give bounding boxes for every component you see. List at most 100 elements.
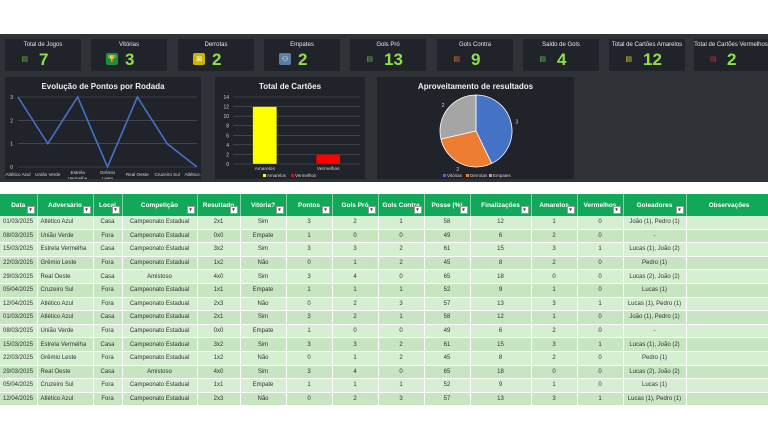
table-cell[interactable]: 3 (531, 297, 578, 312)
table-cell[interactable]: 15 (470, 337, 532, 352)
column-header[interactable]: Resultado ▾ (197, 194, 241, 216)
filter-dropdown-icon[interactable]: ▾ (367, 206, 376, 214)
table-cell[interactable]: - (623, 324, 687, 339)
table-cell[interactable]: 3 (286, 310, 333, 325)
table-cell[interactable]: 49 (424, 229, 471, 244)
table-cell[interactable]: 3 (286, 337, 333, 352)
table-cell[interactable]: Lucas (2), João (2) (623, 365, 687, 380)
table-cell[interactable]: 4x0 (197, 269, 241, 284)
table-cell[interactable]: 1x1 (197, 283, 241, 298)
table-cell[interactable]: Fora (93, 283, 123, 298)
column-header[interactable]: Gols Pró ▾ (332, 194, 379, 216)
table-cell[interactable]: 0 (577, 310, 624, 325)
table-cell[interactable]: 1 (286, 324, 333, 339)
filter-dropdown-icon[interactable]: ▾ (459, 206, 468, 214)
table-cell[interactable]: 3x2 (197, 337, 241, 352)
table-cell[interactable] (686, 324, 768, 339)
table-cell[interactable]: 2 (531, 256, 578, 271)
table-cell[interactable]: 05/04/2025 (0, 378, 38, 393)
filter-dropdown-icon[interactable]: ▾ (82, 206, 91, 214)
table-cell[interactable]: 8 (470, 351, 532, 366)
table-cell[interactable]: 0 (286, 297, 333, 312)
table-cell[interactable]: 1 (332, 351, 379, 366)
table-cell[interactable]: 0 (531, 365, 578, 380)
table-cell[interactable]: 0 (577, 324, 624, 339)
table-cell[interactable]: Casa (93, 337, 123, 352)
table-cell[interactable]: Empate (240, 283, 287, 298)
table-cell[interactable]: 1 (577, 297, 624, 312)
table-cell[interactable]: Fora (93, 297, 123, 312)
table-cell[interactable]: Sim (240, 242, 287, 257)
table-cell[interactable]: 0 (577, 365, 624, 380)
filter-dropdown-icon[interactable]: ▾ (186, 206, 195, 214)
table-cell[interactable]: Campeonato Estadual (122, 256, 198, 271)
table-cell[interactable]: Casa (93, 365, 123, 380)
table-cell[interactable]: 3 (332, 242, 379, 257)
table-cell[interactable]: 2 (332, 216, 379, 230)
table-cell[interactable]: 3 (286, 216, 333, 230)
table-cell[interactable]: 1x1 (197, 378, 241, 393)
table-cell[interactable]: 45 (424, 256, 471, 271)
table-cell[interactable]: 1 (378, 283, 425, 298)
table-cell[interactable]: 0 (577, 269, 624, 284)
table-cell[interactable]: Lucas (1), João (2) (623, 242, 687, 257)
table-cell[interactable]: 49 (424, 324, 471, 339)
table-cell[interactable]: Empate (240, 378, 287, 393)
table-cell[interactable]: Campeonato Estadual (122, 242, 198, 257)
table-cell[interactable]: 0 (577, 283, 624, 298)
table-cell[interactable]: 0 (378, 365, 425, 380)
column-header[interactable]: Vermelhos ▾ (577, 194, 624, 216)
table-cell[interactable] (686, 310, 768, 325)
table-cell[interactable]: Grêmio Leste (37, 256, 94, 271)
table-cell[interactable]: Estrela Vermelha (37, 337, 94, 352)
table-cell[interactable]: 1 (332, 378, 379, 393)
table-cell[interactable]: 52 (424, 378, 471, 393)
table-cell[interactable]: Amistoso (122, 269, 198, 284)
table-cell[interactable]: Campeonato Estadual (122, 392, 198, 407)
table-cell[interactable]: 0 (286, 392, 333, 407)
table-cell[interactable]: 0 (577, 256, 624, 271)
table-cell[interactable]: Grêmio Leste (37, 351, 94, 366)
table-cell[interactable]: 52 (424, 283, 471, 298)
table-cell[interactable]: 1 (286, 283, 333, 298)
table-cell[interactable]: Real Oeste (37, 269, 94, 284)
table-cell[interactable]: 3 (286, 269, 333, 284)
table-cell[interactable]: Atlético Azul (37, 216, 94, 230)
table-cell[interactable] (686, 392, 768, 407)
table-cell[interactable]: 0 (286, 256, 333, 271)
table-cell[interactable]: 8 (470, 256, 532, 271)
table-cell[interactable]: 0x0 (197, 229, 241, 244)
table-cell[interactable]: Campeonato Estadual (122, 351, 198, 366)
column-header[interactable]: Goleadores ▾ (623, 194, 687, 216)
table-cell[interactable]: 58 (424, 310, 471, 325)
table-cell[interactable]: 3 (531, 337, 578, 352)
table-cell[interactable]: 3 (378, 297, 425, 312)
table-cell[interactable]: 22/03/2025 (0, 351, 38, 366)
table-cell[interactable]: Campeonato Estadual (122, 310, 198, 325)
table-cell[interactable]: Empate (240, 229, 287, 244)
table-cell[interactable]: 13 (470, 392, 532, 407)
table-cell[interactable]: 2 (531, 351, 578, 366)
table-cell[interactable]: 2 (378, 256, 425, 271)
table-cell[interactable]: 2 (378, 351, 425, 366)
table-cell[interactable]: Campeonato Estadual (122, 229, 198, 244)
table-cell[interactable]: 12 (470, 310, 532, 325)
table-cell[interactable]: - (623, 229, 687, 244)
table-cell[interactable]: Casa (93, 242, 123, 257)
table-cell[interactable]: 3x2 (197, 242, 241, 257)
table-cell[interactable]: 3 (378, 392, 425, 407)
filter-dropdown-icon[interactable]: ▾ (111, 206, 120, 214)
table-cell[interactable]: 1 (332, 256, 379, 271)
table-cell[interactable]: 1 (531, 378, 578, 393)
table-cell[interactable]: Campeonato Estadual (122, 297, 198, 312)
table-cell[interactable]: 57 (424, 297, 471, 312)
table-cell[interactable]: Sim (240, 310, 287, 325)
table-cell[interactable]: 6 (470, 324, 532, 339)
table-cell[interactable]: Casa (93, 269, 123, 284)
table-cell[interactable]: Atlético Azul (37, 297, 94, 312)
table-cell[interactable]: 1 (332, 283, 379, 298)
table-cell[interactable]: Lucas (1) (623, 283, 687, 298)
table-cell[interactable]: Sim (240, 365, 287, 380)
table-cell[interactable]: Cruzeiro Sul (37, 283, 94, 298)
table-cell[interactable]: 18 (470, 365, 532, 380)
